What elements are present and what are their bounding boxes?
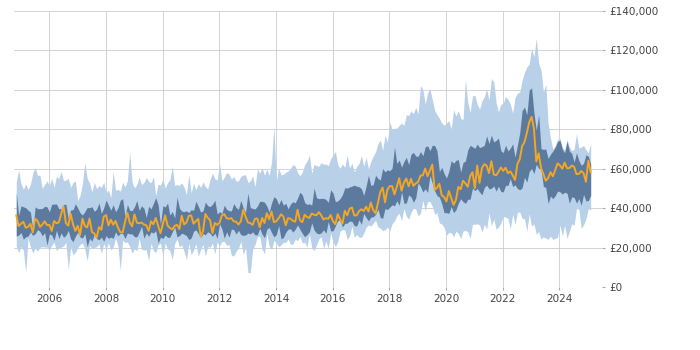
Legend: Median, 25th to 75th Percentile Range, 10th to 90th Percentile Range: Median, 25th to 75th Percentile Range, 1… <box>22 345 500 350</box>
